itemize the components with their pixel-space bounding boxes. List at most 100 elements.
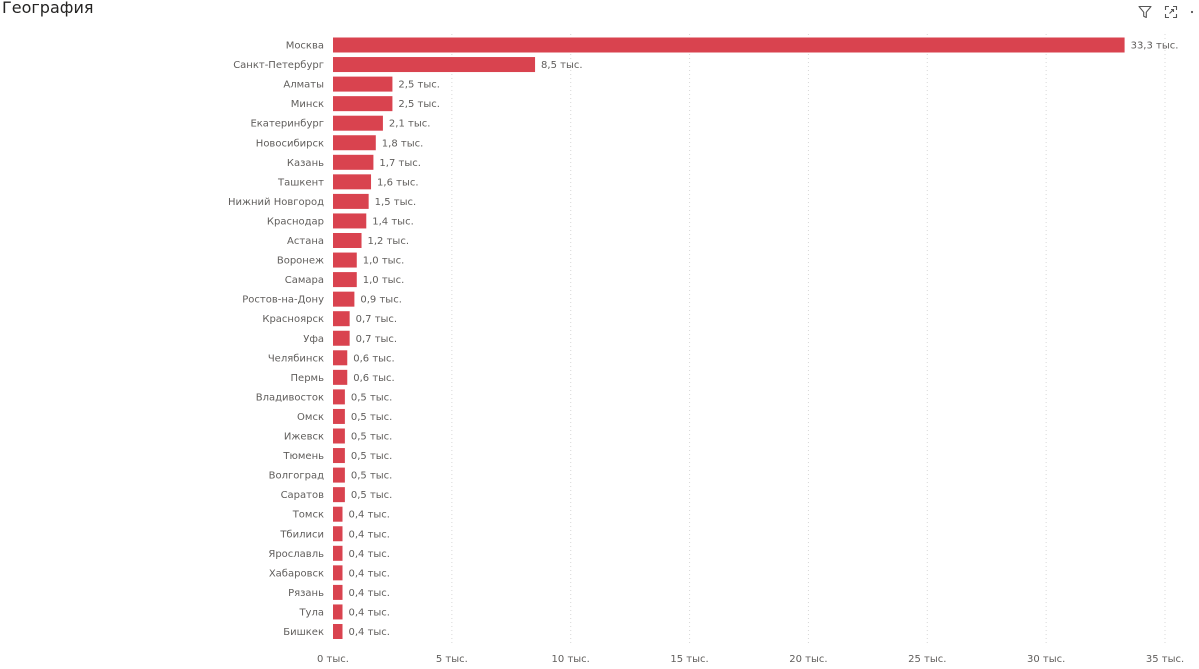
category-label: Омск	[297, 412, 324, 423]
bar[interactable]	[333, 57, 536, 73]
data-label: 0,5 тыс.	[351, 412, 392, 423]
bar[interactable]	[333, 193, 369, 209]
bar[interactable]	[333, 389, 345, 405]
data-label: 0,4 тыс.	[349, 549, 390, 560]
bar[interactable]	[333, 487, 345, 503]
x-axis: 0 тыс. 5 тыс. 10 тыс. 15 тыс. 20 тыс. 25 тыс.…	[317, 654, 1184, 665]
category-label: Пермь	[291, 373, 325, 384]
category-label: Тбилиси	[279, 529, 324, 540]
x-tick-label: 10 тыс.	[552, 654, 590, 665]
category-label: Челябинск	[268, 353, 324, 364]
bar[interactable]	[333, 115, 383, 131]
data-labels: 33,3 тыс. 8,5 тыс. 2,5 тыс. 2,5 тыс. 2,1 тыс…	[349, 41, 1179, 639]
bars	[333, 37, 1125, 639]
category-label: Москва	[286, 41, 324, 52]
category-label: Бишкек	[283, 627, 324, 638]
data-label: 0,6 тыс.	[353, 353, 394, 364]
data-label: 1,4 тыс.	[372, 216, 413, 227]
data-label: 0,4 тыс.	[349, 529, 390, 540]
x-tick-label: 35 тыс.	[1146, 654, 1184, 665]
bar[interactable]	[333, 526, 343, 542]
data-label: 0,5 тыс.	[351, 471, 392, 482]
category-label: Тюмень	[282, 451, 324, 462]
x-tick-label: 20 тыс.	[789, 654, 827, 665]
data-label: 1,0 тыс.	[363, 256, 404, 267]
category-label: Воронеж	[277, 256, 324, 267]
bar[interactable]	[333, 76, 393, 92]
category-label: Нижний Новгород	[228, 197, 324, 208]
bar[interactable]	[333, 506, 343, 522]
data-label: 1,6 тыс.	[377, 177, 418, 188]
category-label: Хабаровск	[269, 568, 324, 579]
data-label: 1,2 тыс.	[368, 236, 409, 247]
focus-mode-icon[interactable]	[1163, 4, 1179, 20]
category-label: Тула	[298, 607, 324, 618]
bar[interactable]	[333, 233, 362, 248]
bar[interactable]	[333, 624, 343, 639]
category-label: Новосибирск	[256, 138, 324, 149]
bar[interactable]	[333, 545, 343, 561]
category-label: Рязань	[288, 588, 324, 599]
category-label: Ростов-на-Дону	[242, 295, 324, 306]
bar[interactable]	[333, 448, 345, 464]
category-label: Самара	[285, 275, 324, 286]
category-label: Томск	[292, 510, 324, 521]
bar[interactable]	[333, 604, 343, 620]
category-label: Ижевск	[284, 432, 324, 443]
bar[interactable]	[333, 369, 348, 385]
bar[interactable]	[333, 311, 350, 327]
data-label: 1,8 тыс.	[382, 138, 423, 149]
bar[interactable]	[333, 252, 357, 268]
category-label: Казань	[287, 158, 324, 169]
bar[interactable]	[333, 96, 393, 112]
bar[interactable]	[333, 135, 376, 151]
filter-icon[interactable]	[1137, 4, 1153, 20]
bar[interactable]	[333, 213, 367, 229]
x-tick-label: 25 тыс.	[908, 654, 946, 665]
bar[interactable]	[333, 37, 1125, 53]
bar[interactable]	[333, 565, 343, 581]
bar[interactable]	[333, 272, 357, 288]
category-labels: Москва Санкт-Петербург Алматы Минск Екатерин…	[228, 41, 324, 639]
data-label: 0,4 тыс.	[349, 607, 390, 618]
category-label: Астана	[287, 236, 324, 247]
bar[interactable]	[333, 154, 374, 170]
data-label: 0,4 тыс.	[349, 568, 390, 579]
category-label: Минск	[291, 99, 324, 110]
category-label: Волгоград	[269, 471, 324, 482]
x-tick-label: 30 тыс.	[1027, 654, 1065, 665]
bar[interactable]	[333, 584, 343, 600]
category-label: Санкт-Петербург	[233, 60, 324, 71]
data-label: 1,5 тыс.	[375, 197, 416, 208]
visual-header-icons	[1137, 4, 1195, 20]
bar[interactable]	[333, 291, 355, 307]
category-label: Владивосток	[256, 392, 324, 403]
more-options-icon[interactable]	[1189, 4, 1195, 20]
bar[interactable]	[333, 350, 348, 366]
data-label: 2,1 тыс.	[389, 119, 430, 130]
data-label: 0,7 тыс.	[356, 334, 397, 345]
data-label: 0,6 тыс.	[353, 373, 394, 384]
category-label: Уфа	[303, 334, 324, 345]
category-label: Саратов	[281, 490, 325, 501]
data-label: 1,7 тыс.	[379, 158, 420, 169]
data-label: 0,4 тыс.	[349, 588, 390, 599]
x-tick-label: 15 тыс.	[670, 654, 708, 665]
bar[interactable]	[333, 428, 345, 444]
data-label: 0,4 тыс.	[349, 627, 390, 638]
x-tick-label: 5 тыс.	[436, 654, 468, 665]
data-label: 0,5 тыс.	[351, 490, 392, 501]
data-label: 0,7 тыс.	[356, 314, 397, 325]
bar[interactable]	[333, 174, 372, 190]
bar[interactable]	[333, 467, 345, 483]
data-label: 1,0 тыс.	[363, 275, 404, 286]
category-label: Ярославль	[268, 549, 324, 560]
visual-title: География	[2, 0, 94, 17]
bar[interactable]	[333, 330, 350, 346]
data-label: 8,5 тыс.	[541, 60, 582, 71]
data-label: 2,5 тыс.	[398, 99, 439, 110]
bar[interactable]	[333, 408, 345, 424]
data-label: 0,5 тыс.	[351, 451, 392, 462]
data-label: 0,5 тыс.	[351, 392, 392, 403]
